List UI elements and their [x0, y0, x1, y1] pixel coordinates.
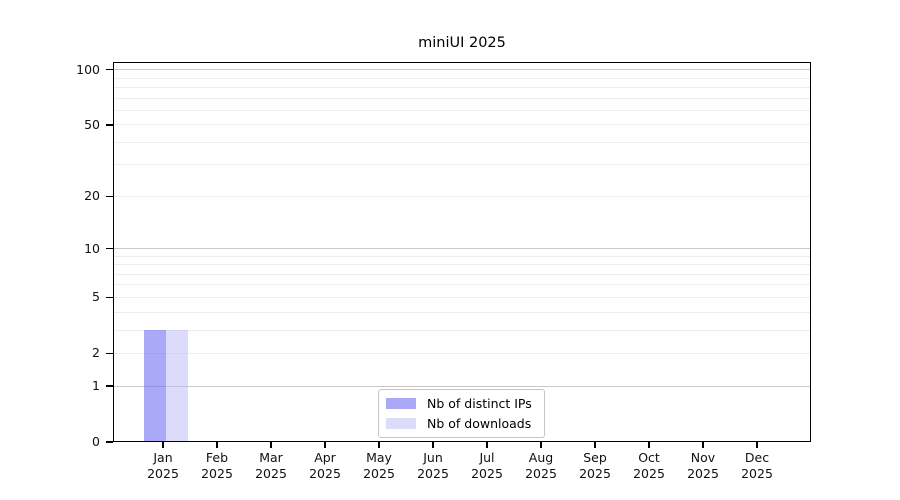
- x-tick-label: Jun 2025: [417, 450, 449, 481]
- x-tick-mark: [648, 442, 650, 448]
- gridline-minor: [113, 164, 811, 166]
- legend-item-label: Nb of distinct IPs: [427, 396, 532, 411]
- x-tick-label: Aug 2025: [525, 450, 557, 481]
- legend-item: Nb of distinct IPs: [386, 396, 544, 411]
- bar-distinct-ips: [144, 330, 166, 442]
- x-tick-mark: [432, 442, 434, 448]
- gridline-minor: [113, 311, 811, 313]
- gridline-minor: [113, 264, 811, 266]
- x-tick-mark: [486, 442, 488, 448]
- x-tick-label: Dec 2025: [741, 450, 773, 481]
- x-tick-label: Nov 2025: [687, 450, 719, 481]
- y-tick-label: 100: [76, 61, 100, 77]
- y-tick-label: 20: [84, 188, 100, 204]
- x-tick-label: Sep 2025: [579, 450, 611, 481]
- plot-area: [113, 62, 811, 442]
- y-tick-mark: [106, 352, 113, 355]
- x-tick-label: Oct 2025: [633, 450, 665, 481]
- gridline-minor: [113, 195, 811, 197]
- x-tick-mark: [270, 442, 272, 448]
- y-tick-mark: [106, 296, 113, 299]
- gridline-major: [113, 248, 811, 250]
- legend-item: Nb of downloads: [386, 416, 544, 431]
- gridline-minor: [113, 109, 811, 111]
- x-tick-label: Jul 2025: [471, 450, 503, 481]
- gridline-minor: [113, 296, 811, 298]
- gridline-minor: [113, 86, 811, 88]
- gridline-minor: [113, 141, 811, 143]
- gridline-minor: [113, 352, 811, 354]
- gridline-minor: [113, 255, 811, 257]
- gridline-minor: [113, 124, 811, 126]
- x-tick-mark: [540, 442, 542, 448]
- x-tick-mark: [216, 442, 218, 448]
- y-tick-label: 2: [92, 345, 100, 361]
- legend-swatch: [386, 398, 416, 409]
- y-tick-label: 5: [92, 289, 100, 305]
- gridline-minor: [113, 97, 811, 99]
- y-tick-label: 10: [84, 240, 100, 256]
- y-tick-mark: [106, 123, 113, 126]
- gridline-major: [113, 69, 811, 71]
- x-tick-label: May 2025: [363, 450, 395, 481]
- gridline-minor: [113, 284, 811, 286]
- gridline-minor: [113, 273, 811, 275]
- gridline-minor: [113, 77, 811, 79]
- legend: Nb of distinct IPs Nb of downloads: [378, 389, 545, 438]
- y-tick-label: 1: [92, 378, 100, 394]
- x-tick-label: Feb 2025: [201, 450, 233, 481]
- gridline-major: [113, 385, 811, 387]
- x-tick-mark: [324, 442, 326, 448]
- x-tick-label: Apr 2025: [309, 450, 341, 481]
- x-tick-mark: [594, 442, 596, 448]
- y-tick-mark: [106, 247, 113, 250]
- gridline-minor: [113, 329, 811, 331]
- legend-item-label: Nb of downloads: [427, 416, 532, 431]
- x-tick-mark: [702, 442, 704, 448]
- bar-downloads: [166, 330, 188, 442]
- x-tick-mark: [162, 442, 164, 448]
- x-tick-mark: [378, 442, 380, 448]
- y-tick-label: 50: [84, 116, 100, 132]
- x-tick-label: Jan 2025: [147, 450, 179, 481]
- y-tick-mark: [106, 195, 113, 198]
- x-tick-label: Mar 2025: [255, 450, 287, 481]
- y-tick-mark: [106, 441, 113, 443]
- chart-title: miniUI 2025: [418, 35, 506, 51]
- y-tick-mark: [106, 385, 113, 387]
- legend-swatch: [386, 418, 416, 429]
- x-tick-mark: [756, 442, 758, 448]
- y-tick-mark: [106, 68, 113, 71]
- y-tick-label: 0: [92, 434, 100, 449]
